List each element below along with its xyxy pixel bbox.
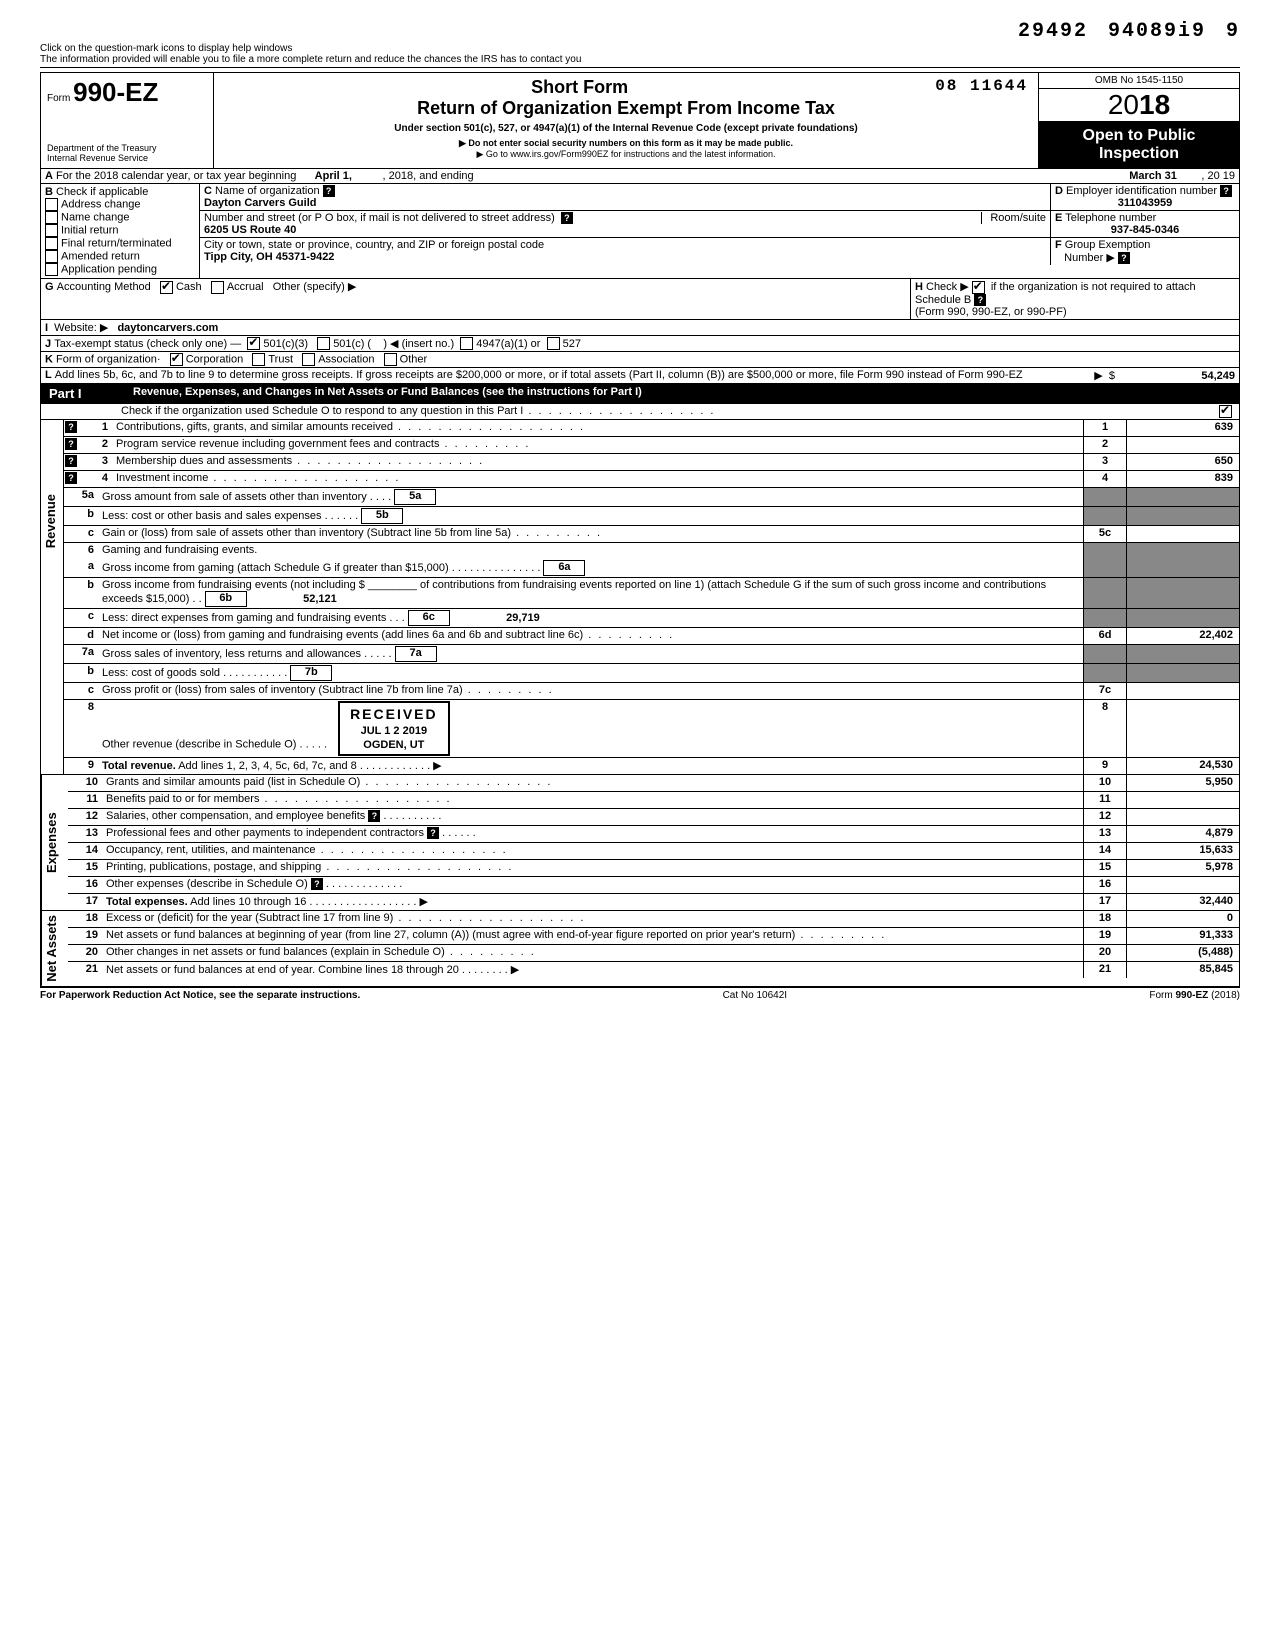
help-icon[interactable]: ? bbox=[65, 421, 77, 433]
open-to-public: Open to Public Inspection bbox=[1039, 121, 1239, 168]
line-I: I Website: ▶ daytoncarvers.com bbox=[40, 320, 1240, 336]
help-icon[interactable]: ? bbox=[561, 212, 573, 224]
line-4-amt: 839 bbox=[1126, 471, 1239, 487]
form-header: Form 990-EZ Department of the Treasury I… bbox=[40, 72, 1240, 169]
top-note: Click on the question-mark icons to disp… bbox=[40, 43, 1240, 68]
line-19-amt: 91,333 bbox=[1126, 928, 1239, 944]
chk-name-change[interactable] bbox=[45, 211, 58, 224]
stamp-right: 94089i9 bbox=[1108, 20, 1206, 43]
C-label: Name of organization bbox=[215, 185, 320, 197]
line-6c-amt: 29,719 bbox=[450, 612, 540, 624]
page-stamps: 29492 94089i9 9 bbox=[40, 20, 1240, 43]
chk-app-pending[interactable] bbox=[45, 263, 58, 276]
help-icon[interactable]: ? bbox=[1220, 185, 1232, 197]
chk-H[interactable] bbox=[972, 281, 985, 294]
part-I-header: Part I Revenue, Expenses, and Changes in… bbox=[40, 384, 1240, 404]
revenue-label: Revenue bbox=[41, 490, 67, 552]
chk-assoc[interactable] bbox=[302, 353, 315, 366]
expenses-section: Expenses 10Grants and similar amounts pa… bbox=[40, 775, 1240, 911]
chk-cash[interactable] bbox=[160, 281, 173, 294]
ssn-warning: Do not enter social security numbers on … bbox=[224, 138, 1028, 149]
website: daytoncarvers.com bbox=[117, 322, 218, 334]
stamp-left: 29492 bbox=[1018, 20, 1088, 43]
net-assets-section: Net Assets 18Excess or (deficit) for the… bbox=[40, 911, 1240, 987]
chk-accrual[interactable] bbox=[211, 281, 224, 294]
help-icon[interactable]: ? bbox=[974, 294, 986, 306]
line-K: K Form of organization· Corporation Trus… bbox=[40, 352, 1240, 368]
street-address: 6205 US Route 40 bbox=[204, 224, 296, 236]
city-state-zip: Tipp City, OH 45371-9422 bbox=[204, 251, 334, 263]
chk-final-return[interactable] bbox=[45, 237, 58, 250]
line-9-amt: 24,530 bbox=[1126, 758, 1239, 774]
line-10-amt: 5,950 bbox=[1126, 775, 1239, 791]
chk-other-org[interactable] bbox=[384, 353, 397, 366]
omb-number: OMB No 1545-1150 bbox=[1039, 73, 1239, 89]
line-18-amt: 0 bbox=[1126, 911, 1239, 927]
line-6d-amt: 22,402 bbox=[1126, 628, 1239, 644]
chk-527[interactable] bbox=[547, 337, 560, 350]
line-15-amt: 5,978 bbox=[1126, 860, 1239, 876]
ein: 311043959 bbox=[1118, 197, 1172, 209]
line-3-amt: 650 bbox=[1126, 454, 1239, 470]
chk-schedule-O[interactable] bbox=[1219, 405, 1232, 418]
line-J: J Tax-exempt status (check only one) — 5… bbox=[40, 336, 1240, 353]
line-21-amt: 85,845 bbox=[1126, 962, 1239, 978]
help-icon[interactable]: ? bbox=[311, 878, 323, 890]
chk-address-change[interactable] bbox=[45, 198, 58, 211]
gross-receipts: 54,249 bbox=[1201, 370, 1235, 382]
stamp-far-right: 9 bbox=[1226, 20, 1240, 43]
D-label: Employer identification number bbox=[1066, 185, 1217, 197]
help-icon[interactable]: ? bbox=[65, 455, 77, 467]
line-1-amt: 639 bbox=[1126, 420, 1239, 436]
B-label: Check if applicable bbox=[56, 186, 148, 198]
room-suite: Room/suite bbox=[981, 212, 1046, 224]
line-GH: G Accounting Method Cash Accrual Other (… bbox=[40, 279, 1240, 320]
help-icon[interactable]: ? bbox=[1118, 252, 1130, 264]
form-title: Return of Organization Exempt From Incom… bbox=[224, 98, 1028, 119]
line-20-amt: (5,488) bbox=[1126, 945, 1239, 961]
E-label: Telephone number bbox=[1065, 212, 1156, 224]
phone: 937-845-0346 bbox=[1111, 224, 1180, 236]
chk-501c3[interactable] bbox=[247, 337, 260, 350]
addr-label: Number and street (or P O box, if mail i… bbox=[204, 212, 555, 224]
net-assets-label: Net Assets bbox=[41, 911, 68, 986]
received-stamp: RECEIVED JUL 1 2 2019 OGDEN, UT bbox=[338, 701, 450, 756]
chk-4947[interactable] bbox=[460, 337, 473, 350]
line-L: L Add lines 5b, 6c, and 7b to line 9 to … bbox=[40, 368, 1240, 384]
part-I-check: Check if the organization used Schedule … bbox=[40, 404, 1240, 420]
help-icon[interactable]: ? bbox=[323, 185, 335, 197]
line-13-amt: 4,879 bbox=[1126, 826, 1239, 842]
expenses-label: Expenses bbox=[41, 775, 68, 910]
page-footer: For Paperwork Reduction Act Notice, see … bbox=[40, 987, 1240, 1003]
short-form-label: Short Form bbox=[224, 77, 1028, 98]
goto-url: Go to www.irs.gov/Form990EZ for instruct… bbox=[224, 149, 1028, 160]
dept-treasury: Department of the Treasury Internal Reve… bbox=[47, 144, 207, 164]
help-icon[interactable]: ? bbox=[368, 810, 380, 822]
help-icon[interactable]: ? bbox=[65, 472, 77, 484]
chk-corp[interactable] bbox=[170, 353, 183, 366]
revenue-section: Revenue ?1Contributions, gifts, grants, … bbox=[40, 420, 1240, 775]
stamp-code: 08 11644 bbox=[935, 77, 1028, 95]
org-name: Dayton Carvers Guild bbox=[204, 197, 316, 209]
line-A: A For the 2018 calendar year, or tax yea… bbox=[40, 169, 1240, 184]
form-number: Form 990-EZ bbox=[47, 77, 207, 108]
F-label: Group Exemption bbox=[1065, 239, 1151, 251]
line-17-amt: 32,440 bbox=[1126, 894, 1239, 910]
chk-501c[interactable] bbox=[317, 337, 330, 350]
form-subtitle: Under section 501(c), 527, or 4947(a)(1)… bbox=[224, 123, 1028, 134]
chk-initial-return[interactable] bbox=[45, 224, 58, 237]
chk-amended[interactable] bbox=[45, 250, 58, 263]
entity-block: B Check if applicable Address change Nam… bbox=[40, 184, 1240, 279]
help-icon[interactable]: ? bbox=[427, 827, 439, 839]
tax-year: 20201818 bbox=[1039, 89, 1239, 121]
help-icon[interactable]: ? bbox=[65, 438, 77, 450]
city-label: City or town, state or province, country… bbox=[204, 239, 544, 251]
line-6b-amt: 52,121 bbox=[247, 593, 337, 605]
chk-trust[interactable] bbox=[252, 353, 265, 366]
line-14-amt: 15,633 bbox=[1126, 843, 1239, 859]
